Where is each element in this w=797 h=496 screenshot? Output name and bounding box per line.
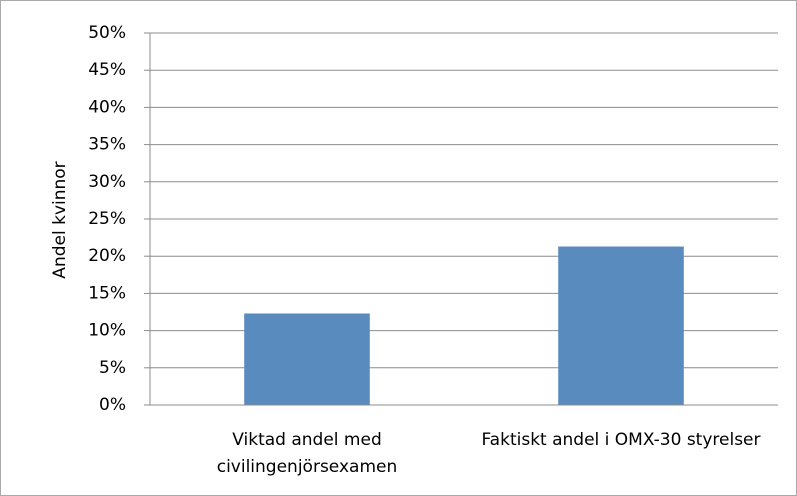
y-tick-label: 40% bbox=[88, 97, 126, 117]
y-tick-label: 45% bbox=[88, 60, 126, 80]
bar bbox=[244, 313, 370, 405]
y-tick-label: 35% bbox=[88, 135, 126, 155]
bar bbox=[558, 246, 684, 405]
y-tick-label: 30% bbox=[88, 172, 126, 192]
x-tick-label: Viktad andel med civilingenjörsexamen bbox=[216, 430, 398, 477]
y-tick-label: 50% bbox=[88, 23, 126, 43]
x-tick-label: Faktiskt andel i OMX-30 styrelser bbox=[481, 430, 761, 450]
y-tick-label: 25% bbox=[88, 209, 126, 229]
y-tick-label: 5% bbox=[99, 358, 126, 378]
y-tick-label: 15% bbox=[88, 283, 126, 303]
y-tick-label: 0% bbox=[99, 395, 126, 415]
y-tick-label: 10% bbox=[88, 321, 126, 341]
y-axis-label: Andel kvinnor bbox=[50, 161, 70, 278]
y-tick-label: 20% bbox=[88, 246, 126, 266]
